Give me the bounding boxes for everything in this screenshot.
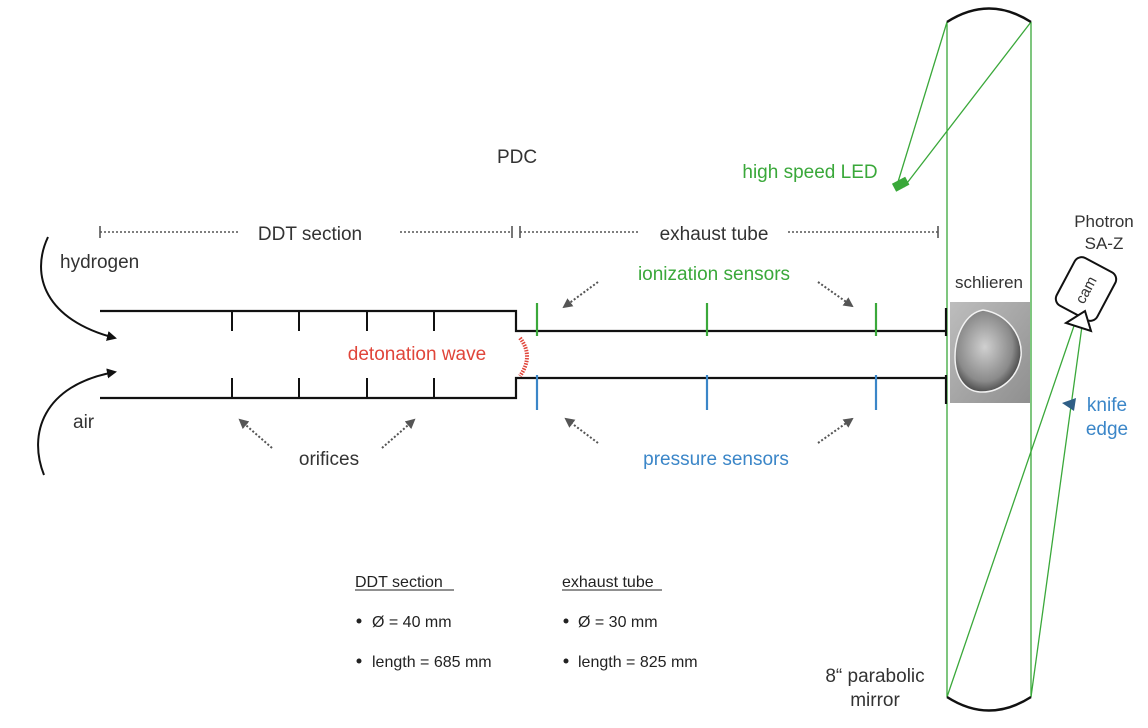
air-label: air [73,412,95,433]
mirror-top-arc [947,9,1031,23]
pdc-label: PDC [497,147,537,168]
edge-label: edge [1086,419,1128,440]
high-speed-led-label: high speed LED [742,162,877,183]
exhaust-tube-label: exhaust tube [660,224,769,245]
ionization-sensors-label: ionization sensors [638,264,790,285]
section-dimension-lines [100,226,938,238]
pressure-sensors-label: pressure sensors [643,449,789,470]
knife-edge [1062,398,1076,411]
hydrogen-label: hydrogen [60,252,139,273]
pressure-sensor-marks [537,375,876,410]
ddt-section-label: DDT section [258,224,362,245]
ddt-spec-title: DDT section [355,574,443,591]
tube [100,308,946,404]
camera-model-label: SA-Z [1085,234,1124,253]
mirror-bottom-arc [947,697,1031,711]
exhaust-spec-title: exhaust tube [562,574,654,591]
ddt-spec-length: length = 685 mm [372,654,492,671]
schlieren-label: schlieren [955,273,1023,292]
schlieren-image [950,302,1030,403]
exhaust-spec-length: length = 825 mm [578,654,698,671]
led-source [892,177,909,192]
ddt-spec-diameter: Ø = 40 mm [372,614,452,631]
camera-name-label: Photron [1074,212,1134,231]
mirror-label: mirror [850,690,900,711]
mirror-size-label: 8“ parabolic [825,666,924,687]
detonation-wave-label: detonation wave [348,344,486,365]
orifices-label: orifices [299,449,359,470]
pointer-arrows [240,282,852,448]
detonation-wave-front [520,338,527,376]
exhaust-spec-diameter: Ø = 30 mm [578,614,658,631]
knife-label: knife [1087,395,1127,416]
